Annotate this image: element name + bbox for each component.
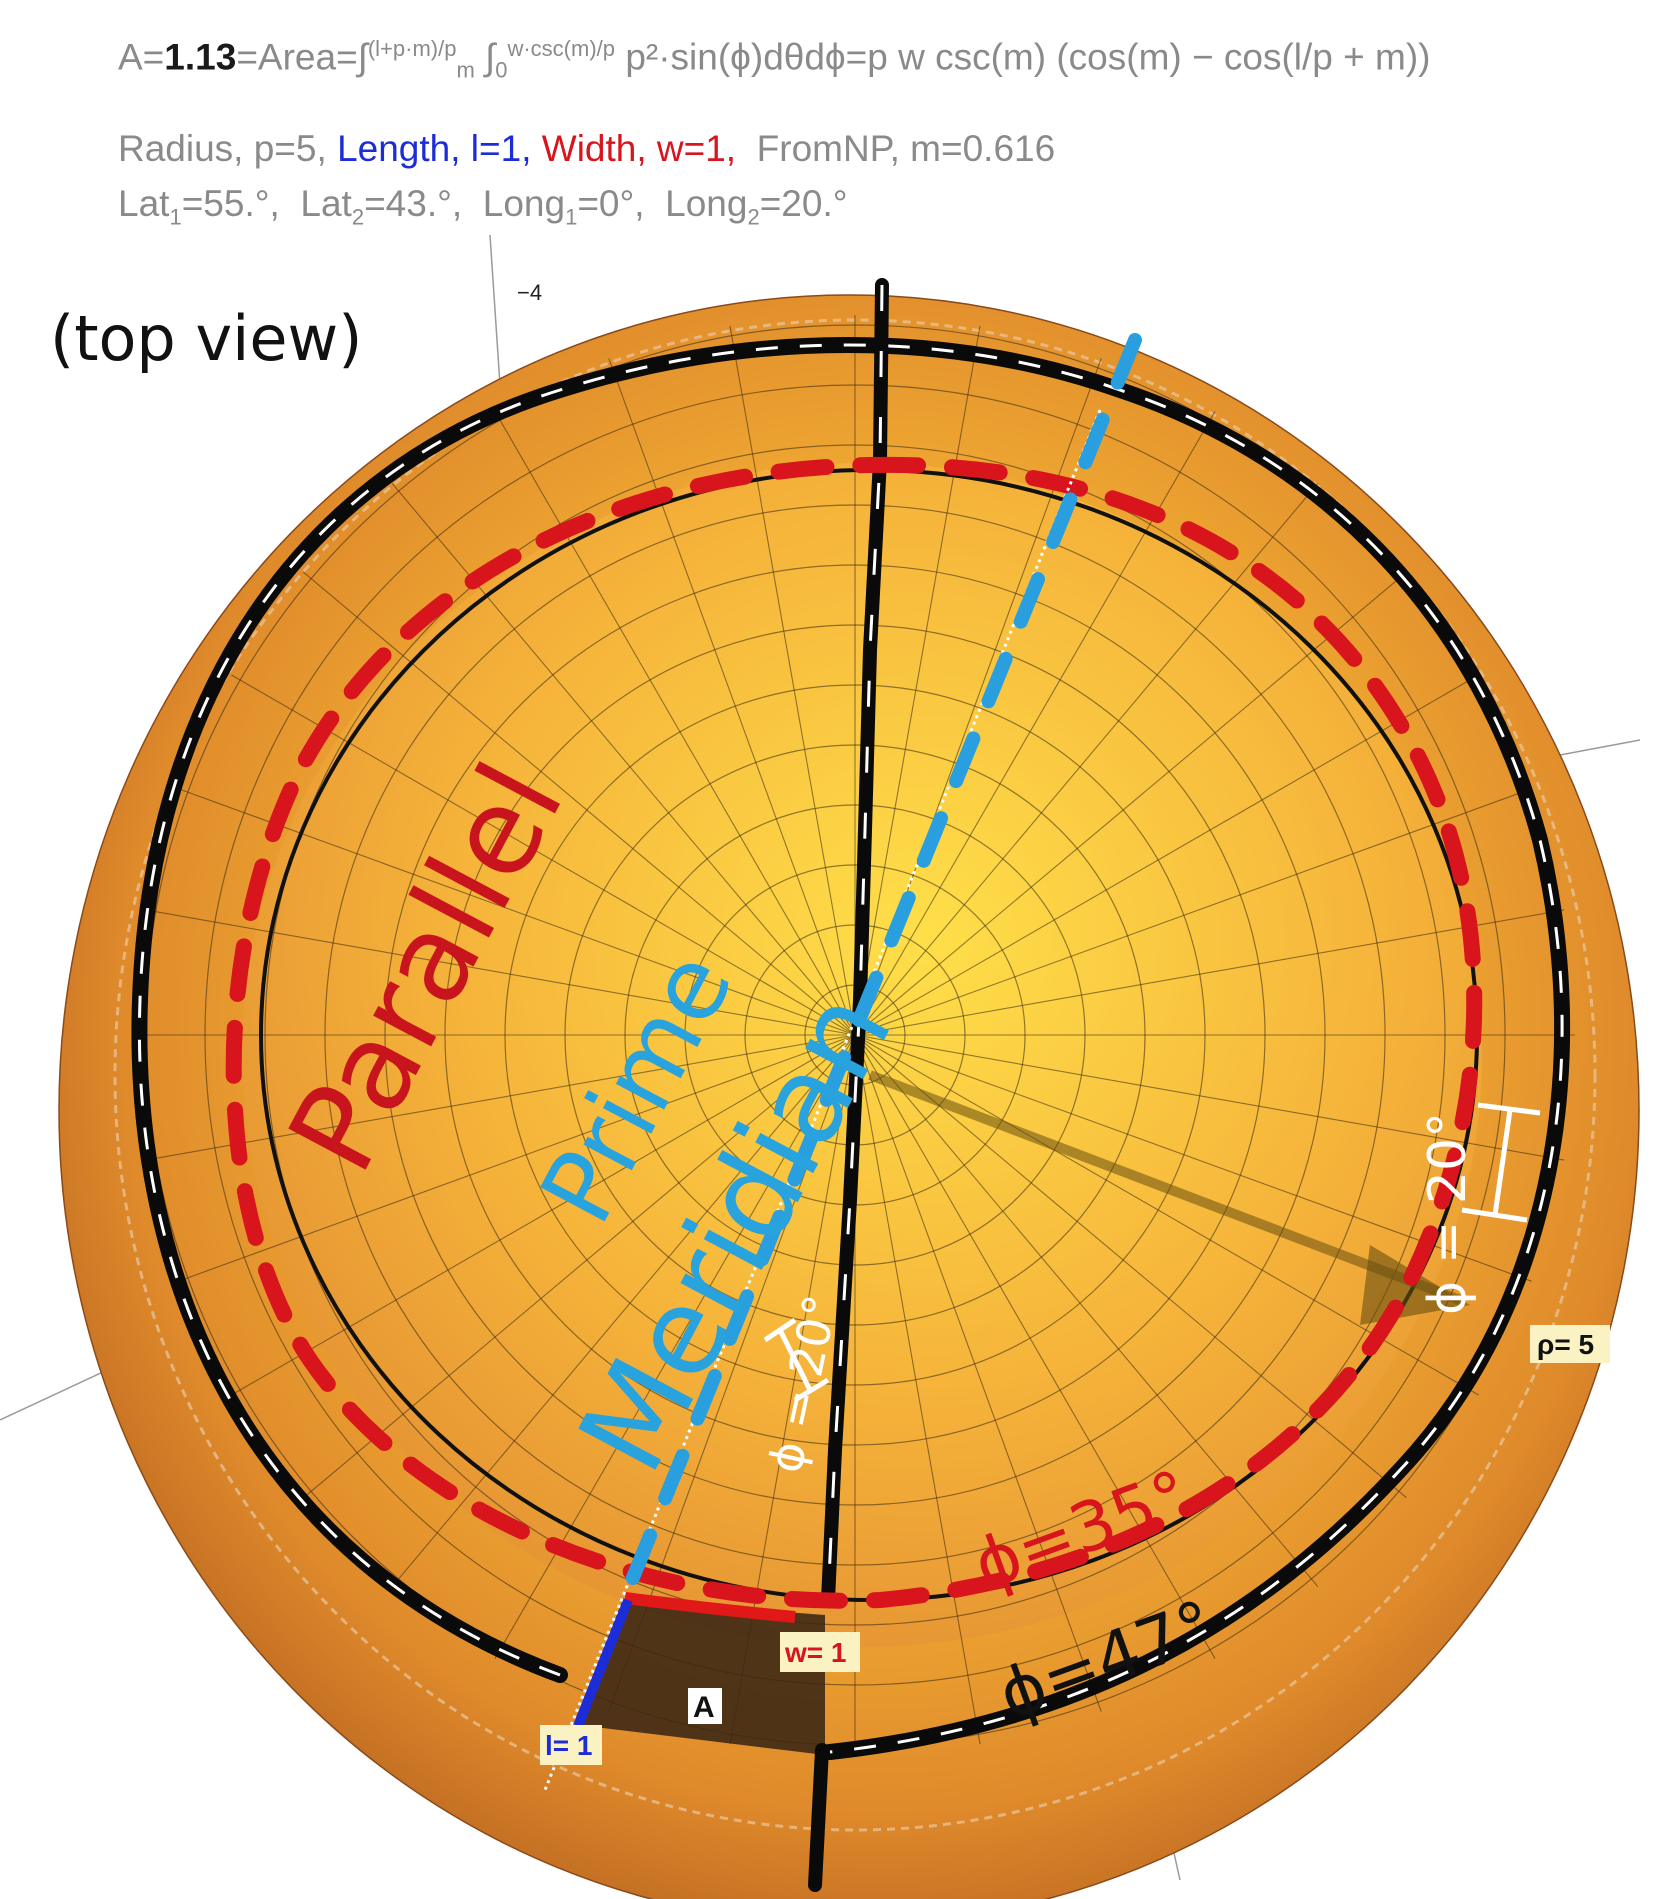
formula-value: 1.13 — [164, 36, 237, 78]
meridian-grid-line — [178, 788, 856, 1036]
radius-label: Radius, p=5, — [118, 128, 327, 169]
w-text: w= 1 — [784, 1637, 846, 1668]
w-label: w= 1 — [780, 1632, 860, 1672]
meridian-grid-line — [231, 1034, 856, 1396]
length-label: Length, l=1, — [337, 128, 532, 169]
width-segment — [624, 1592, 796, 1623]
formula-lower-limit: m — [456, 57, 475, 83]
radius-arrow — [868, 1070, 1462, 1305]
long1-value: =0°, — [577, 183, 645, 224]
meridian-grid-line — [178, 1034, 856, 1282]
meridian-grid-line — [854, 1034, 1216, 1659]
long2-sub: 2 — [747, 204, 760, 230]
long2-value: =20.° — [759, 183, 848, 224]
meridian-grid-line — [854, 1034, 1532, 1282]
long2-label: Long — [665, 183, 748, 224]
from-np-label: FromNP, m=0.616 — [756, 128, 1056, 169]
meridian-grid-line — [145, 1034, 856, 1161]
lat2-sub: 2 — [351, 204, 365, 230]
meridian-grid-line — [854, 325, 981, 1036]
lat2-label: Lat — [300, 183, 352, 224]
area-formula: A=1.13=Area=∫(l+p·m)/pm ∫0w·csc(m)/p p²·… — [118, 36, 1431, 83]
length-segment — [573, 1598, 633, 1728]
meridian-grid-line — [494, 411, 856, 1036]
meridian-grid-line — [854, 483, 1319, 1036]
formula-inner-upper: w·csc(m) — [507, 36, 597, 61]
formula-inner-upper-den: p — [602, 36, 616, 61]
meridian-grid-line — [854, 1034, 981, 1745]
rho-text: ρ= 5 — [1537, 1329, 1594, 1360]
top-view-note: (top view) — [50, 302, 362, 375]
meridian-grid-line — [608, 358, 856, 1036]
phi-20-brackets — [763, 1102, 1541, 1403]
meridian-grid-line — [854, 909, 1565, 1036]
lat1-sub: 1 — [169, 204, 182, 230]
meridian-grid-line — [494, 1034, 856, 1659]
axis-tick-top: −4 — [517, 280, 542, 305]
parameters-line: Radius, p=5, Length, l=1, Width, w=1, Fr… — [118, 128, 1055, 170]
area-label: A — [688, 1688, 722, 1724]
formula-integrand: p²·sin(ϕ)dθdϕ=p w csc(m) (cos(m) − cos(l… — [625, 36, 1431, 78]
meridian-grid-line — [854, 788, 1532, 1036]
formula-upper-limit: (l+p·m)/p — [367, 36, 457, 61]
meridian-grid-line — [854, 674, 1479, 1036]
parallel-circle — [225, 456, 1483, 1609]
vertical-meridian-tail — [808, 1743, 829, 1892]
width-label: Width, w=1, — [541, 128, 737, 169]
rho-label: ρ= 5 — [1530, 1325, 1610, 1363]
latlong-line: Lat1=55.°, Lat2=43.°, Long1=0°, Long2=20… — [118, 183, 848, 230]
meridian-grid-line — [145, 909, 856, 1036]
formula-rest: =Area=∫ — [236, 36, 368, 78]
formula-lead: A= — [118, 36, 165, 78]
lat1-value: =55.°, — [181, 183, 280, 224]
meridian-grid-line — [303, 571, 856, 1036]
area-text: A — [693, 1691, 715, 1724]
meridian-grid-line — [303, 1034, 856, 1499]
meridian-grid-line — [854, 1034, 1565, 1161]
meridian-grid-line — [729, 325, 856, 1036]
lat2-value: =43.°, — [364, 183, 463, 224]
l-text: l= 1 — [545, 1730, 592, 1761]
phi-47-dashes — [137, 343, 1564, 1754]
formula-inner-lower: 0 — [495, 57, 508, 83]
meridian-grid-line — [854, 1034, 1319, 1587]
meridian-grid-line — [854, 1034, 1102, 1712]
area-patch — [578, 1600, 825, 1755]
prime-meridian — [621, 333, 1142, 1597]
l-label: l= 1 — [540, 1725, 602, 1765]
lat1-label: Lat — [118, 183, 170, 224]
meridian-grid-line — [231, 674, 856, 1036]
long1-label: Long — [482, 183, 566, 224]
meridian-grid-line — [391, 1034, 856, 1587]
long1-sub: 1 — [565, 204, 578, 230]
